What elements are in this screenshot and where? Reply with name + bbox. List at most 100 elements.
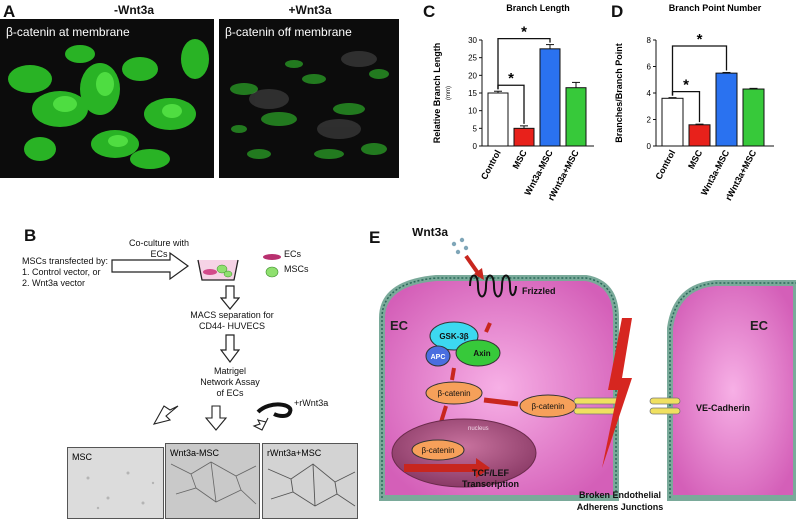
category-label: MSC <box>686 148 704 171</box>
bar <box>715 72 738 147</box>
panel-letter-e: E <box>369 228 381 247</box>
beta-catenin-nucleus <box>411 439 465 461</box>
beta-catenin-nucleus-label: β-catenin <box>421 446 454 455</box>
beta-catenin-cytoplasm-label: β-catenin <box>437 389 470 398</box>
down-left-arrow-icon <box>152 405 179 425</box>
coculture-line-2: ECs <box>150 249 168 259</box>
significance-bracket <box>671 45 728 96</box>
branch-point-chart: Branch Point Number Branches/Branch Point… <box>614 3 774 202</box>
bcat-arrow-down-icon <box>450 367 456 381</box>
y-tick-label: 6 <box>647 63 652 72</box>
bar <box>565 87 587 147</box>
legend-msc-label: MSCs <box>284 264 309 274</box>
broken-junction-line-1: Broken Endothelial <box>579 490 661 500</box>
significance-star: * <box>521 24 527 41</box>
broken-junction-bolt-icon <box>602 318 632 468</box>
wnt3a-label: Wnt3a <box>412 228 448 239</box>
down-arrow-icon <box>204 405 228 431</box>
curved-arrow-icon <box>256 402 293 418</box>
thumbnail-msc-label: MSC <box>72 452 92 462</box>
branch-length-chart: Branch Length Relative Branch Length (mm) 0… <box>432 3 594 202</box>
legend-ec-label: ECs <box>284 249 302 259</box>
y-tick-label: 30 <box>468 36 477 45</box>
panel-letter-d: D <box>611 2 624 21</box>
right-arrow-icon <box>111 251 190 281</box>
macs-line-1: MACS separation for <box>190 310 274 320</box>
thumbnail-rwnt3a-msc: rWnt3a+MSC <box>262 443 358 519</box>
axin-protein <box>455 339 501 367</box>
beta-catenin-membrane-label: β-catenin <box>531 402 564 411</box>
significance-star: * <box>697 31 703 48</box>
category-label: MSC <box>511 148 529 171</box>
right-endothelial-cell <box>667 280 796 501</box>
y-axis-label: Relative Branch Length <box>432 43 442 144</box>
bar <box>513 127 535 147</box>
beta-catenin-cytoplasm <box>425 381 483 405</box>
thumbnail-wnt3a-msc-image <box>170 461 257 505</box>
category-label: Control <box>653 148 677 181</box>
branching-arrows <box>152 402 293 431</box>
micrograph-plus-wnt3a-image <box>230 51 389 159</box>
y-tick-label: 4 <box>647 89 652 98</box>
bar <box>742 88 765 147</box>
macs-line-2: CD44- HUVECS <box>198 321 265 331</box>
ve-cadherin-right-lower <box>649 407 681 415</box>
ec-cell-icon <box>203 269 217 275</box>
down-arrow-icon <box>220 285 240 310</box>
ve-cadherin-left-upper <box>573 397 621 405</box>
chart-title: Branch Point Number <box>669 3 762 13</box>
thumbnail-rwnt3a-msc-image <box>267 463 356 507</box>
legend-swatches <box>263 254 281 278</box>
ec-right-label: EC <box>750 318 769 333</box>
y-tick-label: 25 <box>468 54 477 63</box>
wnt3a-arrowhead-icon <box>474 268 484 280</box>
matrigel-line-3: of ECs <box>216 388 244 398</box>
y-tick-label: 8 <box>647 36 652 45</box>
msc-cell-icon <box>216 264 228 274</box>
bar <box>487 92 509 147</box>
y-axis-label: Branches/Branch Point <box>614 43 624 143</box>
y-tick-label: 0 <box>647 142 652 151</box>
transfected-line-1: MSCs transfected by: <box>22 256 109 266</box>
rwnt3a-label: +rWnt3a <box>294 398 329 408</box>
down-right-arrow-icon <box>252 417 269 431</box>
wnt-signaling-diagram: Wnt3a Frizzled EC EC GSK-3β Axin APC β-c… <box>379 228 796 512</box>
matrigel-text: Matrigel Network Assay of ECs <box>180 366 280 399</box>
y-tick-label: 2 <box>647 116 652 125</box>
ec-left-label: EC <box>390 318 409 333</box>
significance-star: * <box>683 77 689 94</box>
transfected-line-3: 2. Wnt3a vector <box>22 278 86 288</box>
thumbnail-rwnt3a-msc-label: rWnt3a+MSC <box>267 448 322 458</box>
apc-label: APC <box>431 354 446 361</box>
coculture-line-1: Co-culture with <box>128 238 190 248</box>
y-tick-label: 0 <box>473 142 478 151</box>
broken-junction-line-2: Adherens Junctions <box>577 502 664 512</box>
frizzled-label: Frizzled <box>522 286 556 296</box>
nucleus-label: nucleus <box>468 426 489 432</box>
wnt3a-dots-icon <box>451 237 469 255</box>
matrigel-line-2: Network Assay <box>200 377 260 387</box>
axin-label: Axin <box>473 349 490 358</box>
significance-bracket <box>497 37 551 90</box>
y-tick-label: 5 <box>473 124 478 133</box>
panel-letter-c: C <box>423 2 436 21</box>
significance-star: * <box>508 70 514 87</box>
bar <box>539 48 561 147</box>
y-tick-label: 10 <box>468 107 477 116</box>
msc-legend-icon <box>265 266 279 278</box>
chart-title: Branch Length <box>506 3 570 13</box>
coculture-text: Co-culture with ECs <box>114 238 204 260</box>
y-axis-unit: (mm) <box>446 86 452 100</box>
thumbnail-wnt3a-msc-label: Wnt3a-MSC <box>170 448 220 458</box>
panel-letter-b: B <box>24 226 37 245</box>
transcription-arrow-icon <box>404 458 490 478</box>
category-label: Control <box>479 148 503 181</box>
ve-cadherin-label: VE-Cadherin <box>696 403 750 413</box>
y-tick-label: 15 <box>468 89 477 98</box>
tcf-lef-label: TCF/LEF <box>472 468 509 478</box>
panel-letter-a: A <box>3 2 16 21</box>
coculture-diagram <box>111 251 239 281</box>
thumbnail-wnt3a-msc: Wnt3a-MSC <box>165 443 260 519</box>
micrograph-minus-wnt3a-image <box>8 39 209 169</box>
ec-legend-icon <box>263 254 281 260</box>
